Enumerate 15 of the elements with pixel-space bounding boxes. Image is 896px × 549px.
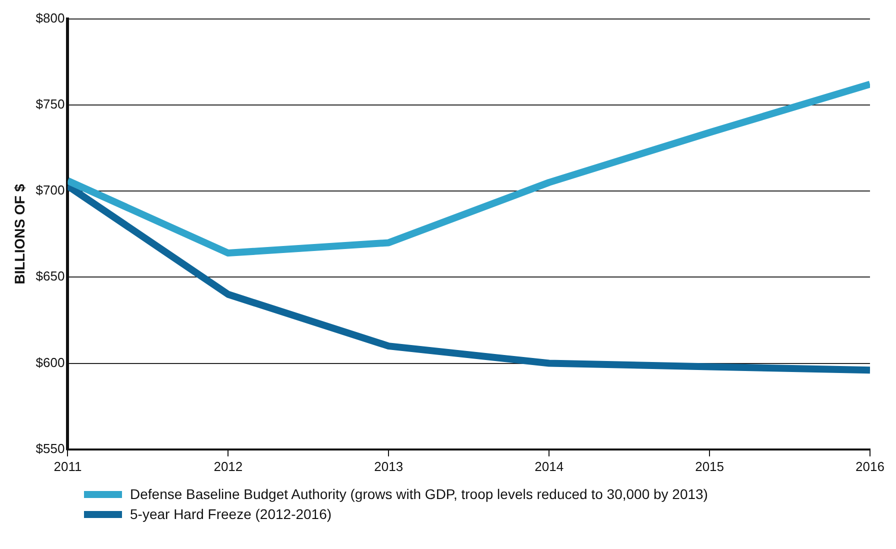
y-tick-label: $600: [36, 354, 65, 370]
y-tick-label: $800: [36, 10, 65, 26]
y-tick-label: $550: [36, 440, 65, 456]
legend-label: 5-year Hard Freeze (2012-2016): [130, 506, 332, 522]
y-tick-label: $650: [36, 268, 65, 284]
x-tick-label: 2013: [374, 458, 404, 474]
y-tick-label: $700: [36, 182, 65, 198]
x-tick-label: 2011: [54, 458, 82, 474]
y-tick-label: $750: [36, 96, 65, 112]
x-tick-label: 2014: [534, 458, 564, 474]
x-tick-label: 2012: [214, 458, 243, 474]
x-tick-label: 2015: [695, 458, 724, 474]
y-axis-title: BILLIONS OF $: [11, 184, 28, 284]
x-tick-label: 2016: [856, 458, 884, 474]
legend-label: Defense Baseline Budget Authority (grows with GDP, troop levels reduced to 30,000 by 2013): [130, 486, 708, 502]
